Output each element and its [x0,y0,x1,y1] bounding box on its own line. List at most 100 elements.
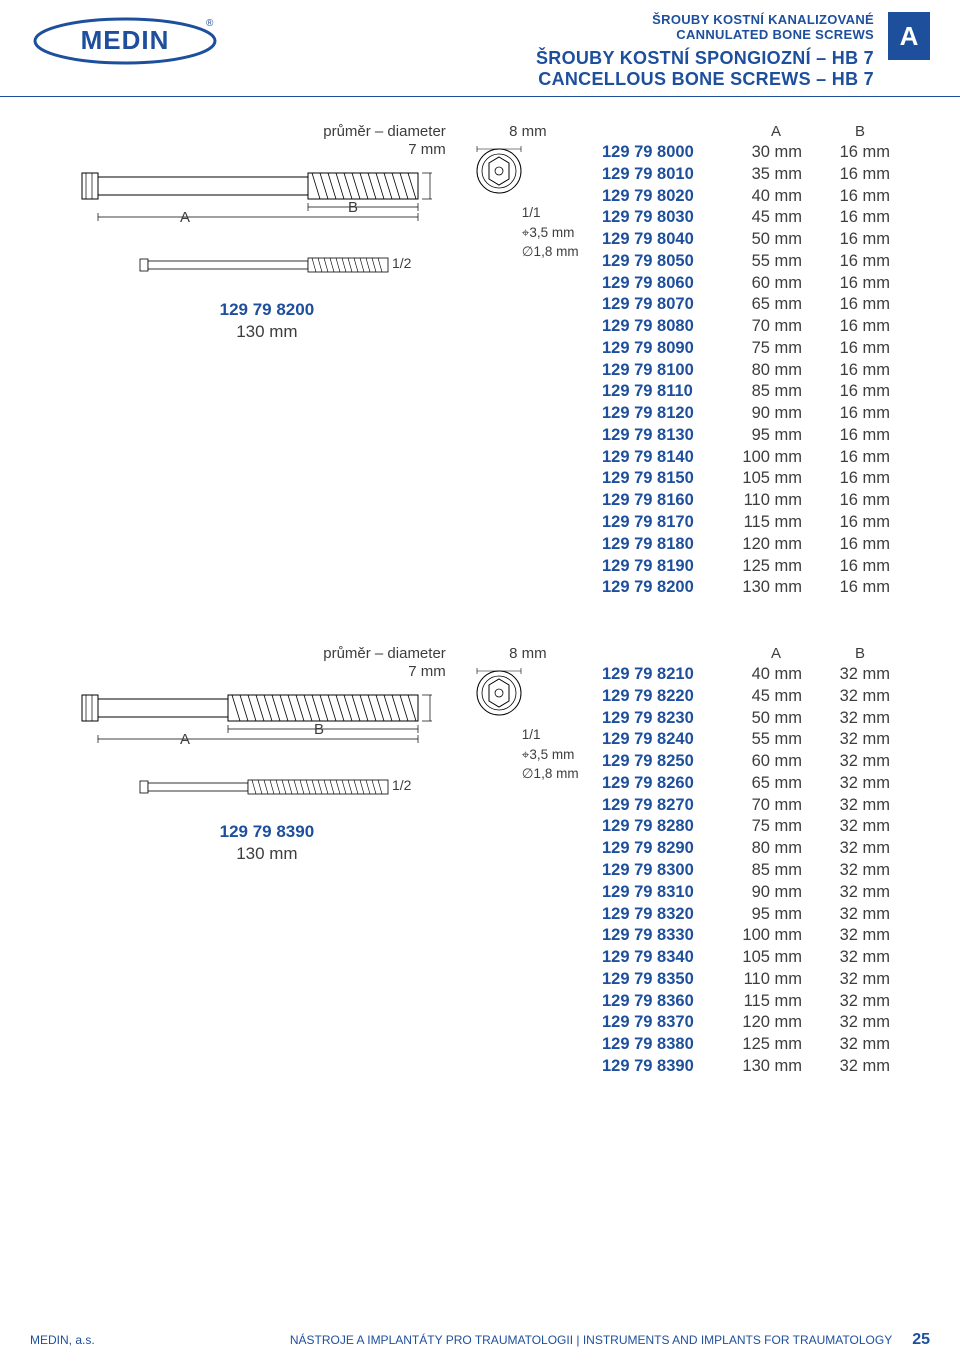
footer-right: NÁSTROJE A IMPLANTÁTY PRO TRAUMATOLOGII … [290,1331,930,1349]
dimension-b: 32 mm [820,860,900,882]
dimension-b: 16 mm [820,381,900,403]
dimension-a: 85 mm [732,381,820,403]
table-row: 129 79 8170115 mm16 mm [602,512,900,534]
dimension-a: 90 mm [732,403,820,425]
dimension-b: 32 mm [820,947,900,969]
table-row: 129 79 8380125 mm32 mm [602,1034,900,1056]
table-row: 129 79 8390130 mm32 mm [602,1056,900,1078]
col-a-header: A [732,645,820,662]
dimension-a: 120 mm [732,534,820,556]
diagram-column-2: průměr – diameter 7 mm [80,645,454,1078]
dimension-a: 45 mm [732,207,820,229]
dimension-a: 75 mm [732,816,820,838]
dimension-a: 80 mm [732,838,820,860]
table-row: 129 79 832095 mm32 mm [602,904,900,926]
dimension-a: 90 mm [732,882,820,904]
dimension-b: 16 mm [820,251,900,273]
screw-large-icon [80,163,440,223]
dimension-b: 16 mm [820,316,900,338]
dimension-a: 55 mm [732,729,820,751]
product-code: 129 79 8180 [602,534,732,556]
dimension-a: 100 mm [732,447,820,469]
product-code: 129 79 8150 [602,468,732,490]
dimension-a: 85 mm [732,860,820,882]
diameter-value: 7 mm [408,663,446,680]
table-row: 129 79 8180120 mm16 mm [602,534,900,556]
dimension-a: 115 mm [732,991,820,1013]
product-code: 129 79 8230 [602,708,732,730]
table-row: 129 79 822045 mm32 mm [602,686,900,708]
reference-label-1: 129 79 8200 130 mm [80,299,454,343]
section-tab: A [888,12,930,60]
table-row: 129 79 8350110 mm32 mm [602,969,900,991]
dimension-a: 110 mm [732,490,820,512]
dimension-a: 100 mm [732,925,820,947]
product-code: 129 79 8380 [602,1034,732,1056]
hex-label: ⌖3,5 mm [522,745,582,765]
dimension-a: 60 mm [732,751,820,773]
table-row: 129 79 821040 mm32 mm [602,664,900,686]
cannula-label: ∅1,8 mm [522,764,582,784]
dim-a-label: A [180,731,190,748]
product-code: 129 79 8360 [602,991,732,1013]
reference-length: 130 mm [236,844,297,863]
header-title-1: ŠROUBY KOSTNÍ SPONGIOZNÍ – HB 7 [536,48,874,69]
logo: MEDIN ® [30,12,220,75]
table-row: 129 79 8160110 mm16 mm [602,490,900,512]
dimension-b: 32 mm [820,773,900,795]
product-code: 129 79 8010 [602,164,732,186]
dimension-a: 95 mm [732,904,820,926]
product-code: 129 79 8060 [602,273,732,295]
table-header-2: A B [602,645,900,664]
product-code: 129 79 8330 [602,925,732,947]
dimension-a: 75 mm [732,338,820,360]
dimension-b: 16 mm [820,425,900,447]
dimension-b: 16 mm [820,338,900,360]
table-row: 129 79 826065 mm32 mm [602,773,900,795]
product-code: 129 79 8110 [602,381,732,403]
product-code: 129 79 8020 [602,186,732,208]
head-width-label: 8 mm [474,645,582,662]
dimension-a: 45 mm [732,686,820,708]
table-row: 129 79 810080 mm16 mm [602,360,900,382]
dimension-b: 16 mm [820,360,900,382]
dimension-a: 130 mm [732,1056,820,1078]
dimension-a: 30 mm [732,142,820,164]
spec-table-2: A B 129 79 821040 mm32 mm129 79 822045 m… [602,645,900,1078]
product-code: 129 79 8100 [602,360,732,382]
dimension-a: 105 mm [732,468,820,490]
medin-logo-icon: MEDIN ® [30,12,220,70]
dimension-b: 16 mm [820,403,900,425]
dimension-a: 60 mm [732,273,820,295]
head-annotations-2: 1/1 ⌖3,5 mm ∅1,8 mm [474,725,582,784]
scale-full-label: 1/1 [522,725,582,745]
dimension-a: 40 mm [732,186,820,208]
diameter-value: 7 mm [408,141,446,158]
table-row: 129 79 828075 mm32 mm [602,816,900,838]
svg-text:®: ® [206,18,214,29]
table-row: 129 79 8340105 mm32 mm [602,947,900,969]
table-row: 129 79 8330100 mm32 mm [602,925,900,947]
dimension-b: 32 mm [820,1034,900,1056]
dimension-b: 16 mm [820,447,900,469]
product-code: 129 79 8080 [602,316,732,338]
footer-text: NÁSTROJE A IMPLANTÁTY PRO TRAUMATOLOGII … [290,1333,892,1347]
dimension-a: 65 mm [732,773,820,795]
product-code: 129 79 8270 [602,795,732,817]
header-right: ŠROUBY KOSTNÍ KANALIZOVANÉ CANNULATED BO… [536,12,930,90]
product-code: 129 79 8160 [602,490,732,512]
product-code: 129 79 8340 [602,947,732,969]
dimension-a: 115 mm [732,512,820,534]
footer-company: MEDIN, a.s. [30,1333,95,1347]
product-code: 129 79 8190 [602,556,732,578]
product-code: 129 79 8140 [602,447,732,469]
header-subtitle-1: ŠROUBY KOSTNÍ KANALIZOVANÉ [536,12,874,27]
head-width-label: 8 mm [474,123,582,140]
table-row: 129 79 802040 mm16 mm [602,186,900,208]
svg-text:MEDIN: MEDIN [81,25,170,55]
table-row: 129 79 8360115 mm32 mm [602,991,900,1013]
hex-label: ⌖3,5 mm [522,223,582,243]
dimension-b: 32 mm [820,991,900,1013]
product-code: 129 79 8350 [602,969,732,991]
table-row: 129 79 830085 mm32 mm [602,860,900,882]
